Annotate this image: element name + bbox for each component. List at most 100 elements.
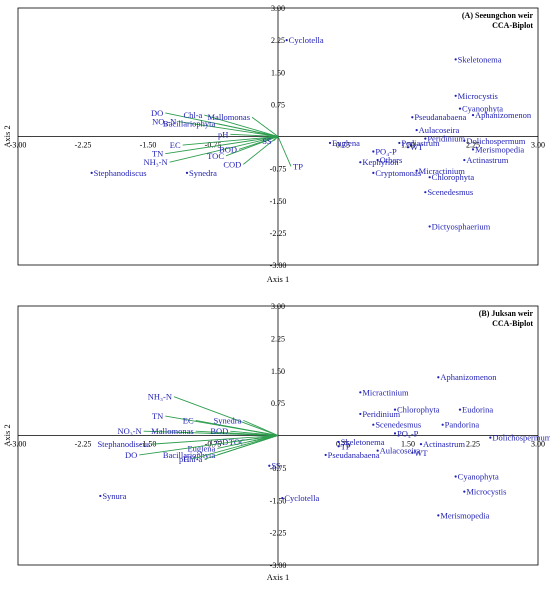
panel-subtitle: CCA-Biplot	[492, 21, 533, 30]
species-point	[99, 494, 102, 498]
env-vector-arrow	[243, 136, 279, 165]
species-label: Peridinium	[362, 409, 400, 419]
env-vector-label: EC	[183, 415, 194, 425]
species-label: TP	[341, 441, 351, 451]
env-vector-label: TOC	[229, 437, 246, 447]
species-label: WT	[410, 142, 424, 152]
species-point	[454, 58, 457, 61]
y-tick-label: -2.25	[270, 529, 287, 538]
env-vector-label: Euglena	[187, 443, 215, 453]
env-vector-arrow	[277, 136, 292, 167]
species-point	[411, 116, 414, 119]
species-point	[337, 445, 340, 448]
species-label: Skeletonema	[458, 54, 502, 64]
x-tick-label: -1.50	[140, 141, 157, 150]
env-vector-label: Mallomonas	[208, 112, 251, 122]
env-vector-arrow	[152, 435, 279, 445]
env-vector-label: EC	[170, 140, 181, 150]
y-tick-label: -0.75	[270, 165, 287, 174]
env-vector-arrow	[273, 136, 279, 142]
x-tick-label: -0.75	[205, 440, 222, 449]
env-vector-arrow	[243, 419, 279, 436]
species-label: Synura	[102, 491, 126, 501]
env-vector-label: TOC	[207, 151, 224, 161]
x-tick-label: -3.00	[10, 440, 27, 449]
y-axis-title: Axis 2	[2, 125, 12, 147]
env-vector-arrow	[169, 136, 279, 163]
species-point	[398, 141, 401, 145]
species-point	[471, 148, 475, 151]
y-tick-label: 2.25	[271, 36, 285, 45]
env-vector-arrow	[191, 435, 279, 460]
species-label: Chlorophyta	[432, 172, 475, 182]
x-tick-label: 0.75	[336, 440, 350, 449]
env-vector-label: TP	[293, 161, 303, 171]
species-point	[337, 440, 340, 444]
species-label: Cyanophyta	[462, 104, 503, 114]
species-label: Dictyosphaerium	[432, 221, 491, 231]
species-label: Merismopedia	[440, 510, 489, 520]
species-label: Micractinium	[419, 166, 466, 176]
species-label: Pediastrum	[401, 138, 440, 148]
env-vector-label: TN	[152, 411, 163, 421]
panel-title: (B) Juksan weir	[479, 309, 534, 318]
species-label: Synedra	[189, 168, 217, 178]
env-vector-label: pH	[179, 454, 189, 464]
env-vector-label: Chl-a	[183, 110, 202, 120]
species-point	[359, 412, 362, 416]
y-tick-label: 2.25	[271, 334, 285, 343]
x-axis-title: Axis 1	[267, 572, 289, 582]
species-label: Pseudanabaena	[414, 112, 466, 122]
species-point	[268, 464, 271, 467]
species-point	[393, 408, 397, 411]
species-label: Pandorina	[445, 420, 480, 430]
y-tick-label: -3.00	[270, 561, 287, 570]
species-point	[471, 113, 475, 117]
species-point	[359, 391, 362, 394]
species-label: WT	[414, 448, 428, 458]
env-vector-label: DO	[151, 108, 163, 118]
species-point	[372, 423, 375, 426]
x-tick-label: -0.75	[205, 141, 222, 150]
species-point	[489, 436, 492, 439]
env-vector-label: NH₃-N	[143, 157, 167, 167]
species-label: Chlorophyta	[397, 405, 440, 415]
x-tick-label: 3.00	[531, 440, 545, 449]
species-label: PO₄-P	[375, 146, 397, 156]
panel-seeungchon-weir: -3.00 -2.25 -1.50 -0.75 0.75 1.50 2.25 3.00 3.00…	[2, 4, 545, 284]
x-axis-title: Axis 1	[267, 274, 289, 284]
env-vector-label: COD	[210, 437, 228, 447]
env-vector-arrow	[217, 435, 279, 449]
y-tick-label: 0.75	[271, 100, 285, 109]
species-label: PO₄-P	[397, 428, 419, 438]
species-point	[285, 39, 288, 42]
species-point	[406, 146, 410, 149]
species-point	[424, 137, 427, 140]
species-label: Aphanizomenon	[440, 372, 497, 382]
env-vector-arrow	[182, 136, 279, 146]
env-vector-arrow	[173, 396, 279, 436]
species-point	[441, 423, 444, 426]
y-axis-title: Axis 2	[2, 424, 12, 446]
y-tick-label: -1.50	[270, 496, 287, 505]
species-label: Micractinium	[362, 387, 409, 397]
species-point	[376, 449, 379, 452]
env-vector-arrow	[143, 430, 279, 436]
env-vector-arrow	[217, 123, 279, 137]
env-vector-label: NH₃-N	[148, 392, 172, 402]
panel-juksan-weir: -3.00 -2.25 -1.50 -0.75 0.75 1.50 2.25 3.00 3.00…	[2, 302, 550, 582]
species-point	[328, 141, 332, 145]
env-vector-arrow	[195, 419, 279, 436]
species-point	[419, 443, 423, 446]
env-vector-label: Mallomonas	[151, 426, 194, 436]
x-tick-label: 2.25	[466, 440, 480, 449]
species-point	[428, 176, 431, 179]
env-vector-label: Bacillariophyta	[163, 119, 216, 129]
species-label: SS	[271, 461, 281, 471]
species-point	[437, 514, 440, 517]
env-vector-arrow	[230, 430, 279, 436]
species-label: Cryptomonas	[375, 168, 421, 178]
species-point	[185, 171, 189, 175]
x-tick-label: 1.50	[401, 440, 415, 449]
species-point	[428, 225, 431, 228]
